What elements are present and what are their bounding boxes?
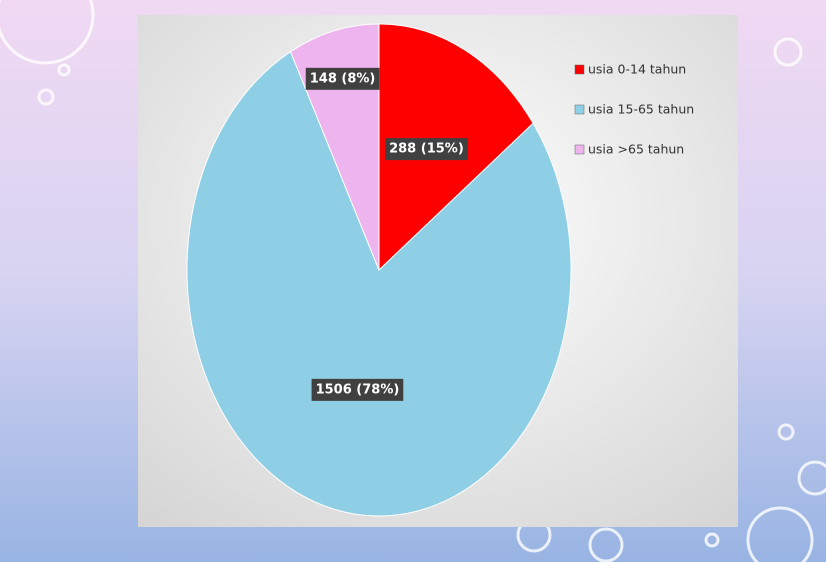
data-label-text: 288 (15%) xyxy=(389,142,464,157)
bubble xyxy=(773,37,803,67)
legend-swatch xyxy=(574,104,585,115)
data-label-text: 1506 (78%) xyxy=(316,382,400,397)
bubble xyxy=(37,88,55,106)
data-labels: 288 (15%) 1506 (78%) 148 (8%) xyxy=(305,67,468,401)
legend: usia 0-14 tahun usia 15-65 tahun usia >65 … xyxy=(574,62,694,157)
data-label: 148 (8%) xyxy=(305,67,380,90)
bubble xyxy=(746,506,814,562)
data-label-text: 148 (8%) xyxy=(310,71,376,86)
bubble xyxy=(57,63,71,77)
bubble xyxy=(588,527,624,562)
data-label: 1506 (78%) xyxy=(311,378,404,401)
legend-label: usia 15-65 tahun xyxy=(588,102,694,117)
bubble xyxy=(704,532,720,548)
legend-label: usia 0-14 tahun xyxy=(588,62,686,77)
bubble xyxy=(797,460,826,496)
bubble xyxy=(0,0,95,65)
legend-label: usia >65 tahun xyxy=(588,142,684,157)
data-label: 288 (15%) xyxy=(385,138,468,161)
pie-slice xyxy=(186,50,572,517)
pie xyxy=(186,23,572,517)
bubble xyxy=(777,423,795,441)
data-label-box xyxy=(385,138,468,161)
legend-swatch xyxy=(574,144,585,155)
legend-swatch xyxy=(574,64,585,75)
data-label-box xyxy=(311,378,404,401)
data-label-box xyxy=(305,67,380,90)
